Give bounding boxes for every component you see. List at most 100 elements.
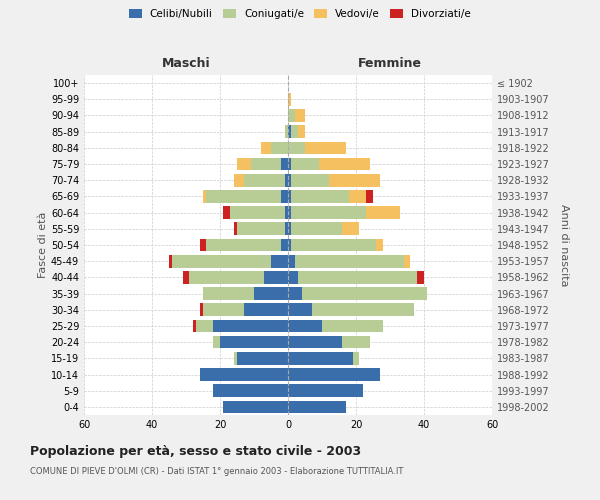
Bar: [288, 222, 359, 235]
Text: Popolazione per età, sesso e stato civile - 2003: Popolazione per età, sesso e stato civil…: [30, 445, 361, 458]
Bar: [288, 126, 305, 138]
Bar: [233, 174, 288, 186]
Bar: [233, 352, 288, 364]
Bar: [288, 400, 346, 413]
Bar: [288, 271, 417, 283]
Bar: [288, 222, 292, 235]
Bar: [288, 288, 427, 300]
Bar: [288, 222, 359, 235]
Bar: [288, 384, 363, 397]
Bar: [284, 174, 288, 186]
Bar: [288, 206, 400, 219]
Bar: [288, 238, 383, 252]
Bar: [206, 238, 288, 252]
Bar: [182, 271, 288, 283]
Bar: [223, 400, 288, 413]
Bar: [288, 174, 380, 186]
Legend: Celibi/Nubili, Coniugati/e, Vedovi/e, Divorziati/e: Celibi/Nubili, Coniugati/e, Vedovi/e, Di…: [125, 5, 475, 24]
Bar: [172, 255, 288, 268]
Bar: [288, 352, 359, 364]
Bar: [281, 190, 288, 202]
Bar: [288, 93, 292, 106]
Bar: [288, 352, 359, 364]
Bar: [288, 336, 370, 348]
Bar: [203, 304, 288, 316]
Text: COMUNE DI PIEVE D'OLMI (CR) - Dati ISTAT 1° gennaio 2003 - Elaborazione TUTTITAL: COMUNE DI PIEVE D'OLMI (CR) - Dati ISTAT…: [30, 468, 403, 476]
Bar: [288, 174, 329, 186]
Bar: [284, 222, 288, 235]
Bar: [288, 304, 414, 316]
Bar: [288, 384, 363, 397]
Bar: [288, 190, 292, 202]
Bar: [288, 93, 292, 106]
Bar: [237, 352, 288, 364]
Bar: [288, 238, 383, 252]
Bar: [237, 158, 288, 170]
Bar: [213, 384, 288, 397]
Bar: [200, 368, 288, 381]
Bar: [288, 320, 383, 332]
Bar: [288, 190, 366, 202]
Bar: [233, 174, 288, 186]
Bar: [288, 384, 363, 397]
Bar: [288, 384, 363, 397]
Text: Maschi: Maschi: [161, 57, 211, 70]
Bar: [261, 142, 288, 154]
Bar: [288, 238, 292, 252]
Bar: [288, 174, 380, 186]
Bar: [271, 142, 288, 154]
Bar: [190, 271, 288, 283]
Bar: [237, 222, 288, 235]
Bar: [288, 206, 400, 219]
Bar: [288, 109, 305, 122]
Bar: [220, 336, 288, 348]
Bar: [200, 368, 288, 381]
Bar: [237, 222, 288, 235]
Bar: [244, 174, 288, 186]
Bar: [288, 174, 292, 186]
Bar: [233, 352, 288, 364]
Bar: [288, 368, 380, 381]
Bar: [288, 158, 370, 170]
Bar: [213, 336, 288, 348]
Bar: [190, 271, 288, 283]
Bar: [172, 255, 288, 268]
Bar: [288, 288, 427, 300]
Bar: [288, 271, 424, 283]
Bar: [288, 271, 417, 283]
Bar: [288, 304, 414, 316]
Bar: [193, 320, 288, 332]
Bar: [288, 336, 370, 348]
Bar: [200, 368, 288, 381]
Bar: [288, 206, 292, 219]
Bar: [288, 352, 353, 364]
Bar: [230, 206, 288, 219]
Bar: [288, 158, 292, 170]
Bar: [288, 142, 346, 154]
Bar: [213, 384, 288, 397]
Bar: [288, 288, 302, 300]
Bar: [223, 400, 288, 413]
Bar: [254, 288, 288, 300]
Bar: [288, 368, 380, 381]
Bar: [203, 288, 288, 300]
Bar: [288, 109, 295, 122]
Bar: [169, 255, 288, 268]
Bar: [288, 109, 305, 122]
Bar: [203, 304, 288, 316]
Bar: [284, 126, 288, 138]
Bar: [203, 190, 288, 202]
Bar: [213, 384, 288, 397]
Bar: [203, 288, 288, 300]
Bar: [206, 190, 288, 202]
Bar: [271, 255, 288, 268]
Bar: [203, 288, 288, 300]
Bar: [288, 336, 370, 348]
Bar: [288, 238, 376, 252]
Bar: [288, 336, 343, 348]
Bar: [288, 126, 298, 138]
Bar: [288, 206, 366, 219]
Bar: [288, 126, 292, 138]
Bar: [288, 288, 427, 300]
Bar: [196, 320, 288, 332]
